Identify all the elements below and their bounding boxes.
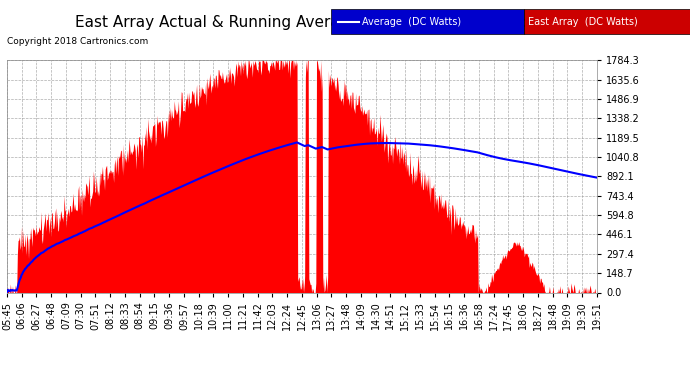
Text: Copyright 2018 Cartronics.com: Copyright 2018 Cartronics.com [7,38,148,46]
Text: East Array Actual & Running Average Power Wed Aug 1 20:03: East Array Actual & Running Average Powe… [75,15,546,30]
Text: Average  (DC Watts): Average (DC Watts) [362,16,462,27]
Text: East Array  (DC Watts): East Array (DC Watts) [528,16,638,27]
